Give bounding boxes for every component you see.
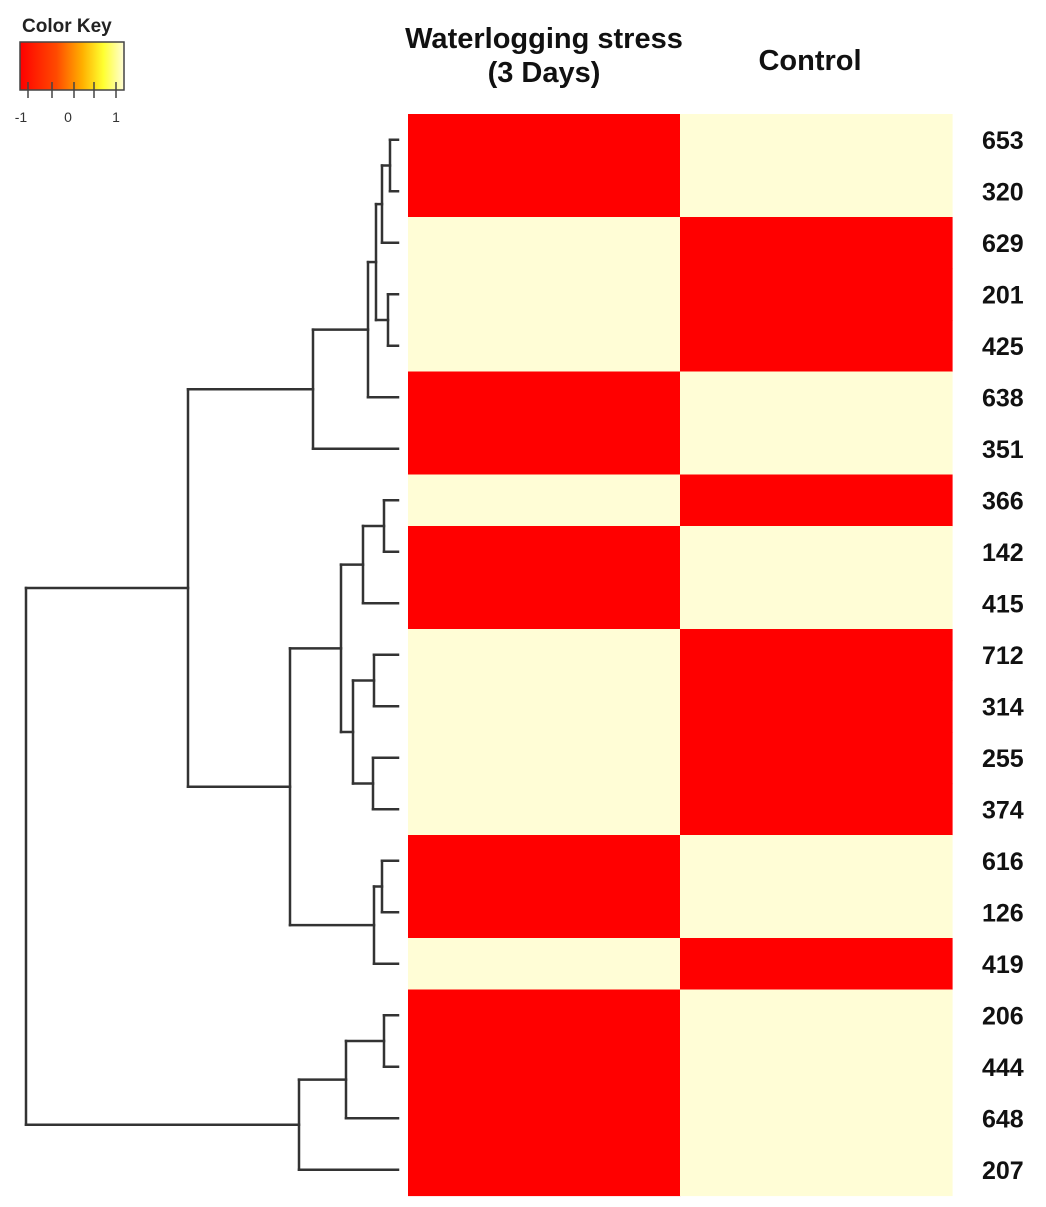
heatmap-cell (408, 114, 681, 167)
row-label: 616 (982, 848, 1024, 876)
heatmap-cell (408, 217, 681, 270)
row-label: 712 (982, 642, 1024, 670)
heatmap-cell (680, 577, 953, 630)
heatmap-cell (680, 989, 953, 1042)
color-key-title: Color Key (22, 16, 112, 37)
heatmap-cell (680, 423, 953, 476)
heatmap-cell (408, 1144, 681, 1197)
row-label: 648 (982, 1105, 1024, 1133)
color-key-tick-label: 0 (64, 109, 72, 125)
heatmap-cell (408, 268, 681, 321)
heatmap-cell (680, 320, 953, 373)
heatmap-cell (408, 474, 681, 527)
column-labels: Waterlogging stress(3 Days) Control (405, 23, 861, 89)
heatmap-cell (408, 835, 681, 888)
row-label: 425 (982, 333, 1024, 361)
heatmap-cell (408, 680, 681, 733)
row-label: 126 (982, 899, 1024, 927)
heatmap-cell (408, 989, 681, 1042)
row-label: 142 (982, 539, 1024, 567)
row-label: 201 (982, 281, 1024, 309)
heatmap-cell (408, 320, 681, 373)
heatmap-cell (680, 732, 953, 785)
heatmap-cell (408, 938, 681, 991)
heatmap-cell (408, 1041, 681, 1094)
heatmap-cell (680, 783, 953, 836)
color-key-ticks: -1 0 1 (15, 82, 120, 125)
row-label: 366 (982, 487, 1024, 515)
row-label: 374 (982, 796, 1024, 824)
heatmap-cells (408, 114, 953, 1197)
row-label: 207 (982, 1157, 1024, 1185)
column-label: (3 Days) (488, 57, 601, 89)
row-label: 255 (982, 745, 1024, 773)
heatmap-cell (680, 886, 953, 939)
heatmap-cell (408, 629, 681, 682)
heatmap-cell (680, 938, 953, 991)
heatmap-cell (680, 835, 953, 888)
row-label: 419 (982, 951, 1024, 979)
heatmap-cell (408, 423, 681, 476)
heatmap-cell (408, 371, 681, 424)
row-dendrogram (24, 138, 400, 1171)
heatmap-cell (680, 680, 953, 733)
color-key-gradient (19, 41, 125, 91)
color-key-tick-label: 1 (112, 109, 120, 125)
heatmap-cell (408, 783, 681, 836)
column-label: Waterlogging stress (405, 23, 683, 55)
row-label: 638 (982, 384, 1024, 412)
heatmap-cell (408, 886, 681, 939)
row-label: 351 (982, 436, 1024, 464)
heatmap-cell (680, 268, 953, 321)
color-key: Color Key -1 0 1 (15, 16, 125, 125)
heatmap-cell (408, 1092, 681, 1145)
heatmap-cell (408, 526, 681, 579)
row-label: 320 (982, 178, 1024, 206)
heatmap-cell (680, 526, 953, 579)
heatmap-cell (408, 165, 681, 218)
row-label: 415 (982, 590, 1024, 618)
heatmap-cell (408, 577, 681, 630)
heatmap-cell (680, 1041, 953, 1094)
heatmap-cell (680, 114, 953, 167)
heatmap-cell (680, 1144, 953, 1197)
row-label: 653 (982, 127, 1024, 155)
heatmap-cell (680, 165, 953, 218)
heatmap-cell (680, 629, 953, 682)
column-label: Control (758, 45, 861, 77)
row-label: 629 (982, 230, 1024, 258)
row-label: 314 (982, 693, 1024, 721)
heatmap-cell (408, 732, 681, 785)
row-label: 444 (982, 1054, 1024, 1082)
row-labels: 653 320 629 201 425 638 351 366 142 415 712 314 255 3… (982, 127, 1024, 1185)
color-key-tick-label: -1 (15, 109, 28, 125)
row-label: 206 (982, 1002, 1024, 1030)
heatmap-cell (680, 371, 953, 424)
heatmap-cell (680, 1092, 953, 1145)
heatmap-cell (680, 474, 953, 527)
heatmap-cell (680, 217, 953, 270)
